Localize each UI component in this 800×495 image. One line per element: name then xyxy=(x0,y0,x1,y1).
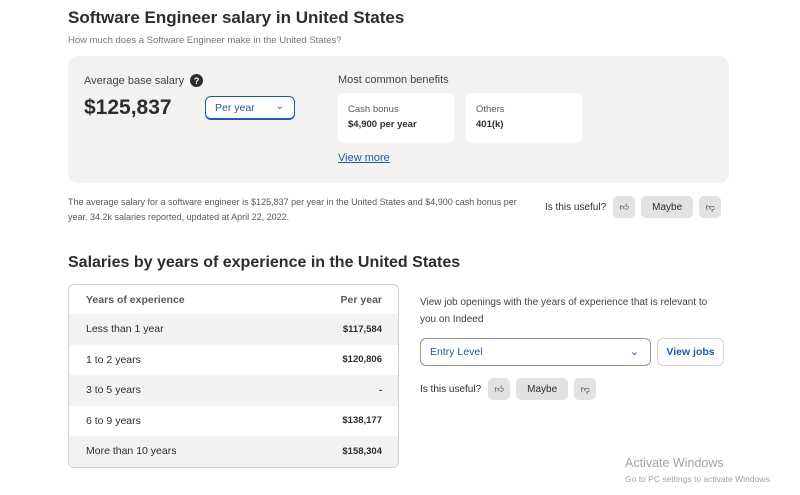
benefit-name: Others xyxy=(476,104,505,115)
job-openings-text: View job openings with the years of expe… xyxy=(420,297,708,325)
benefit-value: $4,900 per year xyxy=(348,119,417,130)
maybe-button[interactable]: Maybe xyxy=(516,378,569,400)
table-row: 1 to 2 years $120,806 xyxy=(69,345,398,376)
view-jobs-button[interactable]: View jobs xyxy=(657,338,724,366)
thumbs-up-button[interactable]: 👍︎ xyxy=(488,378,511,400)
table-row: 6 to 9 years $138,177 xyxy=(69,406,398,437)
benefit-card-cash-bonus: Cash bonus $4,900 per year xyxy=(338,93,454,143)
column-header-pay: Per year xyxy=(340,293,382,306)
row-pay: $138,177 xyxy=(342,415,382,427)
feedback-question: Is this useful? xyxy=(420,383,482,395)
benefits-title: Most common benefits xyxy=(338,74,449,86)
row-years: 6 to 9 years xyxy=(86,414,141,427)
row-pay: $117,584 xyxy=(342,323,382,335)
chevron-down-icon: ⌄ xyxy=(275,101,284,112)
thumbs-up-icon: 👍︎ xyxy=(494,383,504,394)
row-years: More than 10 years xyxy=(86,445,177,458)
activate-windows-subtitle: Go to PC settings to activate Windows. xyxy=(625,474,772,484)
chevron-down-icon: ⌄ xyxy=(629,346,639,358)
row-years: Less than 1 year xyxy=(86,323,164,336)
question-mark-icon[interactable]: ? xyxy=(190,74,204,87)
row-pay: - xyxy=(378,384,382,396)
thumbs-down-button[interactable]: 👎︎ xyxy=(574,378,597,400)
thumbs-down-icon: 👎︎ xyxy=(580,383,590,394)
thumbs-down-icon: 👎︎ xyxy=(705,201,715,212)
benefit-name: Cash bonus xyxy=(348,104,399,115)
thumbs-up-icon: 👍︎ xyxy=(619,201,629,212)
table-header: Years of experience Per year xyxy=(69,285,398,314)
page-title: Software Engineer salary in United State… xyxy=(68,8,405,27)
average-salary-label: Average base salary xyxy=(84,74,185,87)
table-row: Less than 1 year $117,584 xyxy=(69,314,398,345)
feedback-row: Is this useful? 👍︎ Maybe 👎︎ xyxy=(420,378,597,400)
row-pay: $120,806 xyxy=(342,354,382,366)
period-select-value: Per year xyxy=(215,101,255,114)
period-select[interactable]: Per year ⌄ xyxy=(205,96,295,120)
thumbs-down-button[interactable]: 👎︎ xyxy=(699,196,722,218)
average-salary-value: $125,837 xyxy=(84,96,172,119)
feedback-row: Is this useful? 👍︎ Maybe 👎︎ xyxy=(545,196,722,218)
activate-windows-title: Activate Windows xyxy=(625,456,724,470)
experience-level-value: Entry Level xyxy=(430,346,483,358)
feedback-question: Is this useful? xyxy=(545,201,607,213)
table-row: More than 10 years $158,304 xyxy=(69,436,398,467)
average-salary-label-row: Average base salary ? xyxy=(84,74,204,87)
benefit-card-others: Others 401(k) xyxy=(466,93,582,143)
column-header-years: Years of experience xyxy=(86,293,185,306)
benefit-value: 401(k) xyxy=(476,119,504,130)
table-row: 3 to 5 years - xyxy=(69,375,398,406)
page-subtitle: How much does a Software Engineer make i… xyxy=(68,35,342,46)
row-pay: $158,304 xyxy=(342,445,382,457)
salary-description: The average salary for a software engine… xyxy=(68,197,517,222)
row-years: 3 to 5 years xyxy=(86,384,141,397)
experience-section-title: Salaries by years of experience in the U… xyxy=(68,254,461,271)
maybe-button[interactable]: Maybe xyxy=(641,196,694,218)
experience-level-select[interactable]: Entry Level ⌄ xyxy=(420,338,651,366)
thumbs-up-button[interactable]: 👍︎ xyxy=(613,196,636,218)
row-years: 1 to 2 years xyxy=(86,353,141,366)
experience-table: Years of experience Per year Less than 1… xyxy=(68,284,399,468)
salary-summary-card: Average base salary ? $125,837 Per year … xyxy=(68,56,729,183)
view-more-link[interactable]: View more xyxy=(338,152,390,164)
